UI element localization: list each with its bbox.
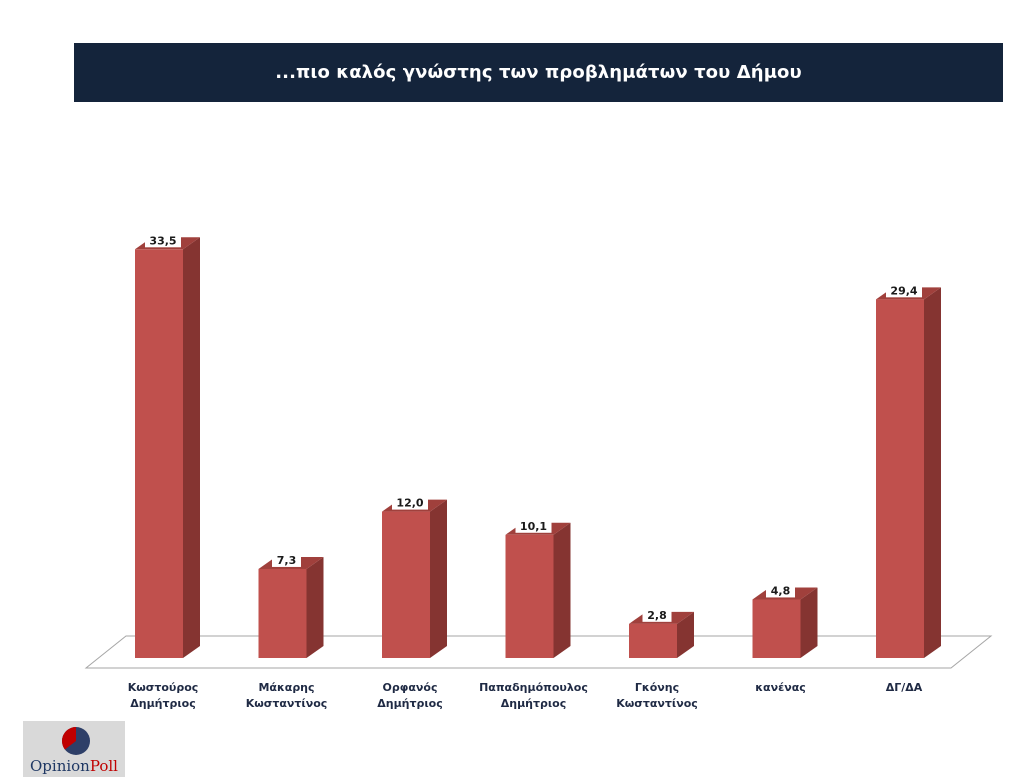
bar-side xyxy=(430,499,447,658)
data-label: 29,4 xyxy=(886,282,922,298)
bars-layer xyxy=(135,237,941,659)
title-banner: ...πιο καλός γνώστης των προβλημάτων του… xyxy=(74,43,1003,102)
category-label: Ορφανός Δημήτριος xyxy=(377,681,443,710)
bar-front xyxy=(752,599,801,658)
category-labels-layer: Κωστούρος Δημήτριος Μάκαρης Κωσταντίνος Ορφα… xyxy=(128,681,923,710)
data-label-box xyxy=(886,282,922,298)
logo-text: OpinionPoll xyxy=(23,757,125,775)
value-labels-layer: 33,5 7,3 12,0 10,1 2,8 4,8 29,4 xyxy=(145,232,922,622)
category-label: Κωστούρος Δημήτριος xyxy=(128,681,199,710)
bar-side xyxy=(677,611,694,658)
bar xyxy=(876,287,941,658)
bar-front xyxy=(876,299,924,658)
bar-side xyxy=(800,587,818,658)
data-label-box xyxy=(392,494,428,510)
data-label-text: 33,5 xyxy=(149,234,176,247)
bar-side xyxy=(553,522,571,658)
bar-side xyxy=(183,237,200,659)
page-title: ...πιο καλός γνώστης των προβλημάτων του… xyxy=(275,62,802,83)
data-label: 33,5 xyxy=(145,232,181,248)
data-label-text: 7,3 xyxy=(277,554,297,567)
data-label: 12,0 xyxy=(392,494,428,510)
bar xyxy=(135,237,200,659)
category-label: Μάκαρης Κωσταντίνος xyxy=(246,681,328,710)
bar-front xyxy=(505,534,554,658)
chart-floor xyxy=(84,635,993,669)
bar-front xyxy=(382,511,430,658)
bar xyxy=(752,587,818,658)
logo-text-poll: Poll xyxy=(89,757,118,775)
category-label: κανένας xyxy=(755,681,806,694)
data-label: 4,8 xyxy=(766,582,795,598)
data-label-box xyxy=(272,551,301,567)
data-label-text: 12,0 xyxy=(396,497,423,510)
data-label: 2,8 xyxy=(642,606,672,622)
data-label-text: 4,8 xyxy=(771,584,791,597)
bar xyxy=(258,556,324,658)
data-label-box xyxy=(766,582,795,598)
data-label-box xyxy=(515,517,552,533)
data-label-box xyxy=(145,232,181,248)
logo-text-opinion: Opinion xyxy=(30,757,90,775)
bar-side xyxy=(924,287,941,658)
data-label-text: 29,4 xyxy=(890,284,917,297)
category-label: Γκόνης Κωσταντίνος xyxy=(616,681,698,710)
bar xyxy=(382,499,447,658)
floor-plane xyxy=(84,635,993,669)
bar-front xyxy=(135,249,183,659)
data-label-text: 2,8 xyxy=(647,609,667,622)
logo-pie-icon xyxy=(62,727,90,755)
data-label-text: 10,1 xyxy=(520,520,547,533)
bar-side xyxy=(306,556,324,658)
bar-chart: 33,5 7,3 12,0 10,1 2,8 4,8 29,4 Κωστούρος Δημήτ… xyxy=(84,232,993,710)
bar xyxy=(629,611,694,658)
bar-front xyxy=(629,623,677,658)
data-label: 10,1 xyxy=(515,517,552,533)
bar-front xyxy=(258,568,307,658)
data-label: 7,3 xyxy=(272,551,301,567)
category-label: ΔΓ/ΔΑ xyxy=(886,681,923,694)
opinionpoll-logo: OpinionPoll xyxy=(23,721,125,777)
bar xyxy=(505,522,571,658)
category-label: Παπαδημόπουλος Δημήτριος xyxy=(479,681,588,710)
data-label-box xyxy=(642,606,672,622)
